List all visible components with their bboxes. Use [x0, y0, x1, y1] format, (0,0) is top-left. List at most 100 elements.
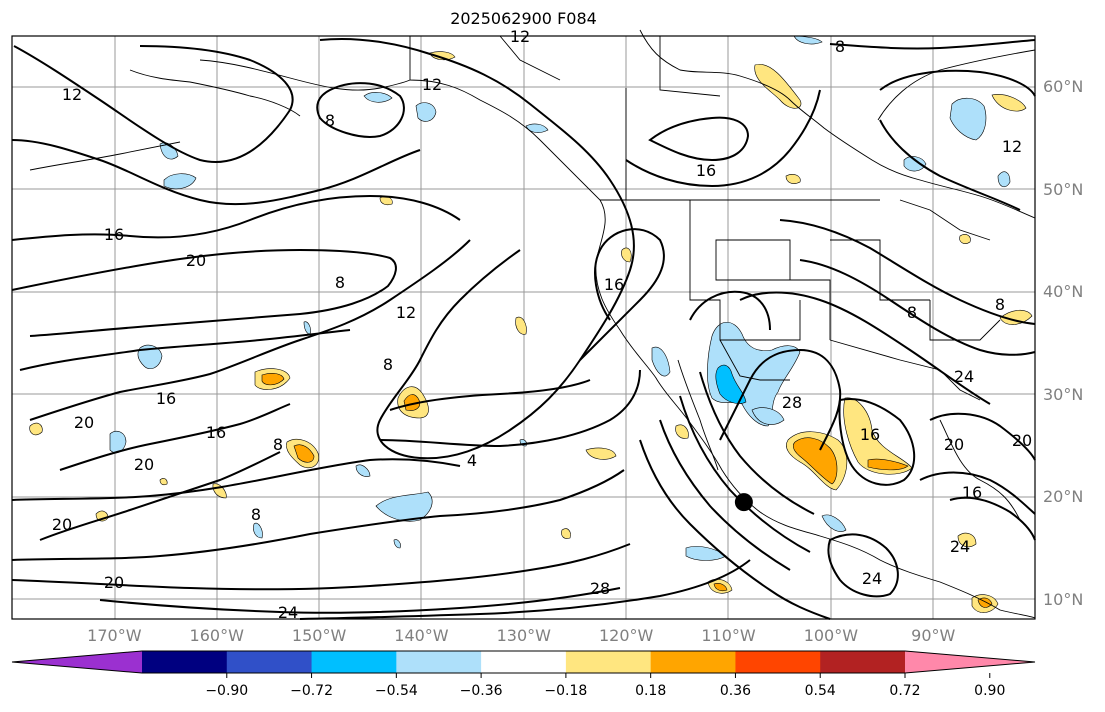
contour-label: 8 — [251, 505, 261, 524]
positive-patch — [621, 247, 632, 263]
map-frame — [11, 35, 1036, 620]
contour-label: 4 — [467, 451, 477, 470]
positive-patch — [959, 234, 971, 244]
contour-label: 24 — [862, 569, 882, 588]
contour-label: 8 — [383, 355, 393, 374]
lat-label: 20°N — [1043, 487, 1084, 506]
positive-patch — [713, 583, 728, 592]
contour-label: 16 — [206, 423, 226, 442]
positive-patch — [403, 394, 420, 411]
positive-patch — [561, 528, 571, 539]
contour-label: 12 — [62, 85, 82, 104]
contour-label: 24 — [278, 603, 298, 622]
negative-patch — [415, 102, 437, 122]
lat-label: 50°N — [1043, 179, 1084, 199]
storm-center-marker — [734, 493, 753, 512]
negative-patch — [363, 92, 393, 103]
negative-patch — [393, 539, 401, 549]
contour-label: 16 — [604, 275, 624, 294]
contour-label: 20 — [104, 573, 124, 592]
colorbar-tick-label: −0.18 — [544, 683, 588, 699]
positive-patch — [957, 532, 977, 548]
lon-label: 110°W — [701, 626, 756, 645]
lat-label: 60°N — [1043, 77, 1084, 96]
colorbar-tick-label: 0.90 — [974, 683, 1006, 699]
positive-patch — [293, 444, 315, 463]
lat-label: 40°N — [1043, 282, 1084, 301]
colorbar-segments — [11, 650, 1036, 678]
lon-label: 150°W — [291, 626, 347, 645]
positive-patch — [754, 63, 802, 109]
contour-label: 8 — [835, 37, 845, 56]
colorbar-extend-high — [905, 651, 1035, 673]
colorbar-tick-label: −0.36 — [459, 683, 503, 699]
contour-label: 24 — [954, 367, 974, 386]
contour-label: 20 — [52, 515, 72, 534]
positive-patch — [429, 51, 456, 61]
negative-patch — [715, 364, 747, 404]
colorbar-segment — [142, 651, 228, 673]
contour-label: 20 — [74, 413, 94, 432]
lon-label: 90°W — [911, 626, 956, 645]
colorbar-segment — [226, 651, 313, 673]
contour-label: 20 — [186, 251, 206, 270]
negative-patch — [355, 464, 371, 477]
negative-patch — [751, 407, 785, 425]
positive-patch — [159, 478, 168, 486]
colorbar-tick-label: −0.90 — [205, 683, 249, 699]
lat-label: 30°N — [1043, 384, 1084, 404]
negative-patch — [821, 514, 847, 532]
negative-patch — [997, 171, 1011, 188]
negative-patch — [651, 346, 671, 377]
negative-patch — [375, 491, 433, 522]
contour-label: 12 — [422, 75, 442, 94]
colorbar-tick-label: 0.72 — [889, 683, 921, 699]
colorbar-tick-label: −0.72 — [290, 683, 333, 699]
colorbar-segment — [565, 651, 652, 673]
lon-label: 160°W — [189, 626, 244, 645]
positive-patch — [261, 373, 285, 386]
contour-label: 8 — [325, 111, 335, 130]
colorbar-segment — [311, 651, 397, 673]
contour-label: 8 — [335, 273, 345, 292]
positive-patch — [29, 422, 43, 436]
colorbar-segment — [820, 651, 906, 673]
contour-label: 8 — [995, 295, 1005, 314]
negative-patch — [137, 344, 163, 369]
lon-label: 130°W — [496, 626, 551, 645]
colorbar-outline — [11, 650, 1036, 674]
colorbar-tick-label: 0.54 — [804, 683, 836, 699]
negative-patch — [949, 97, 987, 141]
colorbar-segment — [735, 651, 821, 673]
contour-label: 16 — [860, 425, 880, 444]
contour-label: 20 — [1012, 431, 1032, 450]
lon-label: 140°W — [394, 626, 449, 645]
colorbar-tick-label: 0.36 — [719, 683, 752, 699]
contour-label: 16 — [156, 389, 176, 408]
contour-label: 20 — [944, 435, 964, 454]
contour-label: 16 — [962, 483, 982, 502]
positive-patch — [785, 174, 801, 184]
contour-label: 12 — [1002, 137, 1022, 156]
lon-label: 170°W — [87, 626, 142, 645]
negative-patch — [163, 173, 197, 190]
positive-patch — [515, 316, 527, 335]
lon-label: 120°W — [598, 626, 654, 645]
positive-patch — [792, 437, 838, 485]
contour-label: 8 — [273, 435, 283, 454]
colorbar-segment — [481, 651, 567, 673]
contour-label: 16 — [104, 225, 124, 244]
contour-label: 24 — [950, 537, 970, 556]
positive-patch — [675, 424, 689, 439]
graticule — [12, 36, 1035, 619]
contour-label: 28 — [782, 393, 802, 412]
colorbar-tick-label: −0.54 — [374, 683, 418, 699]
negative-patch — [253, 522, 263, 539]
contour-label: 12 — [396, 303, 416, 322]
contour-label: 20 — [134, 455, 154, 474]
contour-lines — [11, 37, 1036, 620]
positive-patch — [991, 94, 1027, 112]
colorbar-segment — [650, 651, 736, 673]
colorbar-tick-label: 0.18 — [635, 683, 667, 699]
